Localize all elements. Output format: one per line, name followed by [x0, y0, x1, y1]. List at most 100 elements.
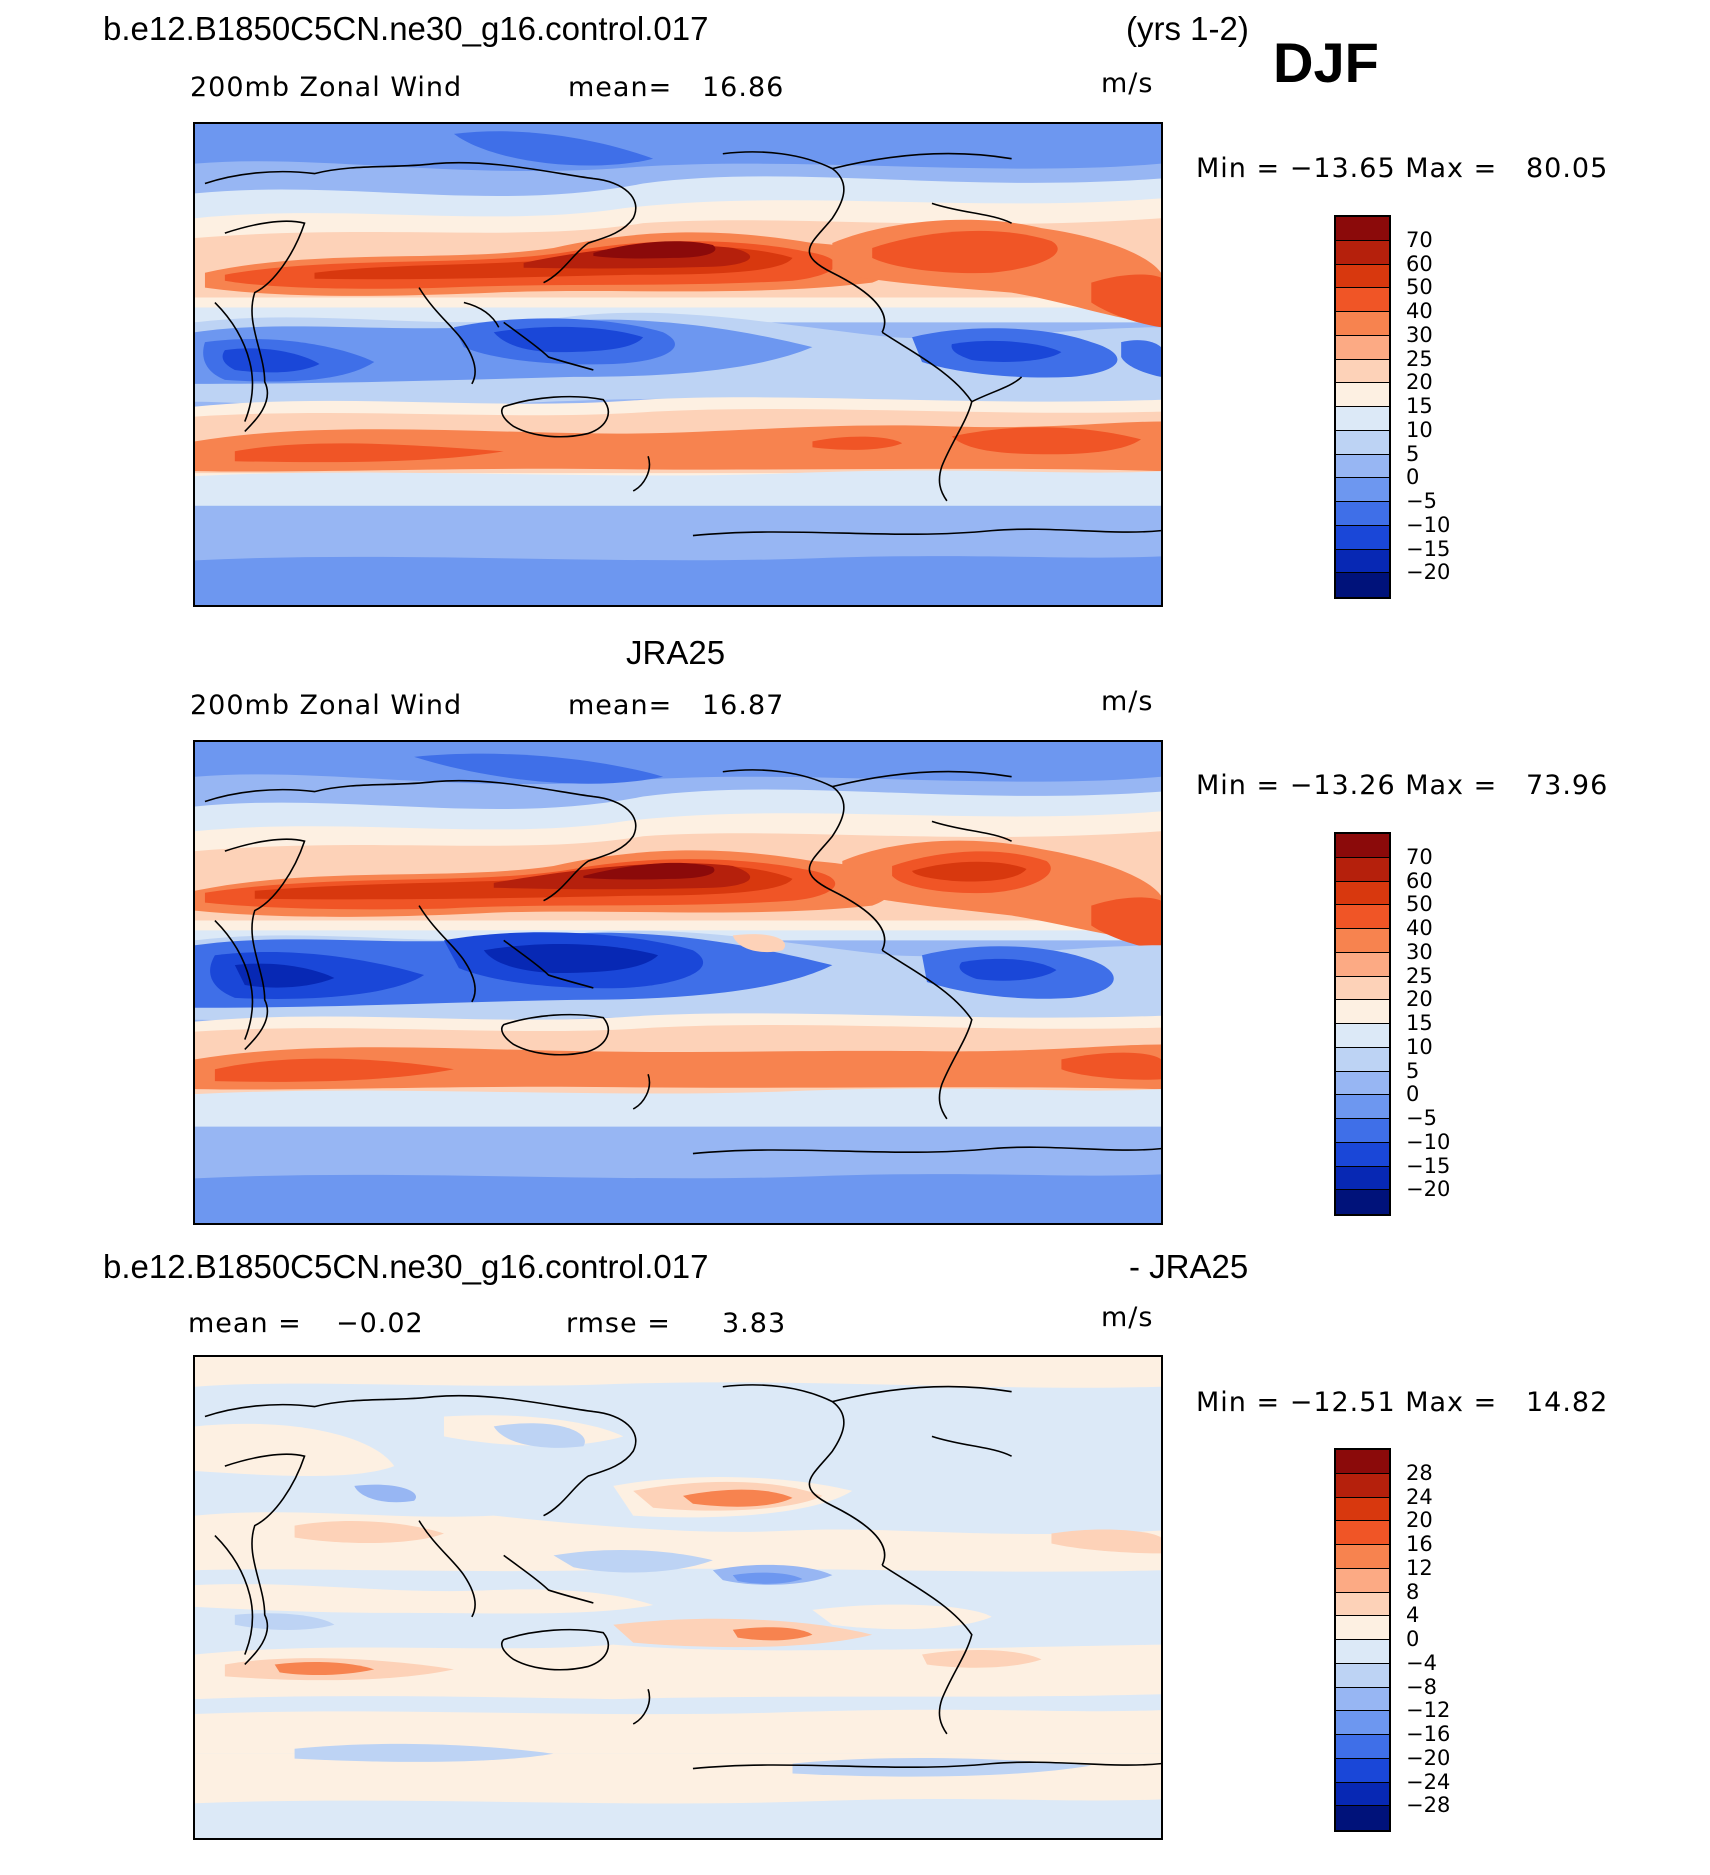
colorbar-segment [1336, 1071, 1389, 1096]
colorbar-tick-label: 25 [1406, 346, 1433, 371]
colorbar-segment [1336, 1640, 1389, 1664]
colorbar-tick-label: 30 [1406, 322, 1433, 347]
colorbar-segment [1336, 881, 1389, 906]
panel2-units: m/s [1101, 686, 1154, 717]
panel3-mean-value: −0.02 [336, 1308, 424, 1339]
colorbar-segment [1336, 1119, 1389, 1143]
colorbar-tick-label: 12 [1406, 1555, 1433, 1580]
colorbar-segment [1336, 1735, 1389, 1759]
colorbar-segment [1336, 1687, 1389, 1712]
colorbar-tick-label: 20 [1406, 1508, 1433, 1533]
panel2-title: JRA25 [626, 634, 726, 671]
panel1-colorbar [1334, 215, 1391, 599]
panel1-mean-value: 16.86 [702, 72, 785, 103]
colorbar-segment [1336, 1663, 1389, 1688]
colorbar-tick-label: 15 [1406, 394, 1433, 418]
panel3-title-right: - JRA25 [1129, 1248, 1249, 1285]
colorbar-segment [1336, 905, 1389, 929]
colorbar-segment [1336, 1190, 1389, 1214]
colorbar-segment [1336, 1047, 1389, 1072]
colorbar-segment [1336, 454, 1389, 479]
colorbar-tick-label: −12 [1406, 1698, 1451, 1723]
panel2-minmax: Min = −13.26 Max = 73.96 [1196, 770, 1609, 801]
colorbar-tick-label: −10 [1406, 512, 1451, 537]
colorbar-tick-label: 20 [1406, 370, 1433, 395]
colorbar-segment [1336, 976, 1389, 1001]
colorbar-segment [1336, 335, 1389, 360]
panel3-map [193, 1355, 1163, 1840]
colorbar-segment [1336, 929, 1389, 953]
case-title: b.e12.B1850C5CN.ne30_g16.control.017 [103, 10, 709, 47]
colorbar-tick-label: 20 [1406, 987, 1433, 1012]
colorbar-tick-label: 70 [1406, 844, 1433, 869]
panel3-title-left: b.e12.B1850C5CN.ne30_g16.control.017 [103, 1248, 709, 1285]
colorbar-tick-label: −20 [1406, 1177, 1451, 1202]
colorbar-segment [1336, 407, 1389, 431]
colorbar-tick-label: −10 [1406, 1129, 1451, 1154]
colorbar-tick-label: 40 [1406, 299, 1433, 323]
colorbar-tick-label: −5 [1406, 489, 1437, 513]
colorbar-segment [1336, 1545, 1389, 1569]
colorbar-tick-label: −24 [1406, 1769, 1451, 1794]
colorbar-tick-label: 5 [1406, 441, 1420, 466]
colorbar-tick-label: −5 [1406, 1106, 1437, 1130]
colorbar-segment [1336, 549, 1389, 574]
colorbar-segment [1336, 1568, 1389, 1593]
colorbar-segment [1336, 573, 1389, 597]
colorbar-segment [1336, 1711, 1389, 1735]
colorbar-segment [1336, 430, 1389, 455]
panel1-mean-label: mean= [568, 72, 673, 103]
panel3-minmax: Min = −12.51 Max = 14.82 [1196, 1387, 1609, 1418]
colorbar-tick-label: 50 [1406, 275, 1433, 300]
colorbar-segment [1336, 288, 1389, 312]
colorbar-tick-label: 25 [1406, 963, 1433, 988]
panel1-variable: 200mb Zonal Wind [190, 72, 463, 103]
panel2-colorbar [1334, 832, 1391, 1216]
colorbar-segment [1336, 478, 1389, 502]
colorbar-segment [1336, 1758, 1389, 1783]
colorbar-segment [1336, 502, 1389, 526]
panel1-minmax: Min = −13.65 Max = 80.05 [1196, 153, 1609, 184]
colorbar-tick-label: −16 [1406, 1722, 1451, 1746]
colorbar-segment [1336, 240, 1389, 265]
colorbar-segment [1336, 1000, 1389, 1024]
panel3-rmse-label: rmse = [566, 1308, 671, 1339]
colorbar-tick-label: −28 [1406, 1793, 1451, 1818]
colorbar-tick-label: 60 [1406, 868, 1433, 893]
colorbar-segment [1336, 1024, 1389, 1048]
colorbar-segment [1336, 383, 1389, 407]
panel2-variable: 200mb Zonal Wind [190, 690, 463, 721]
colorbar-segment [1336, 1450, 1389, 1474]
colorbar-tick-label: 10 [1406, 1034, 1433, 1059]
colorbar-segment [1336, 1592, 1389, 1617]
colorbar-segment [1336, 359, 1389, 384]
colorbar-segment [1336, 217, 1389, 241]
colorbar-tick-label: −4 [1406, 1650, 1437, 1675]
season-label: DJF [1273, 31, 1379, 94]
panel2-mean-value: 16.87 [702, 690, 785, 721]
colorbar-segment [1336, 1166, 1389, 1191]
colorbar-tick-label: −20 [1406, 560, 1451, 585]
colorbar-segment [1336, 834, 1389, 858]
colorbar-segment [1336, 1521, 1389, 1545]
colorbar-segment [1336, 952, 1389, 977]
colorbar-segment [1336, 1095, 1389, 1119]
colorbar-tick-label: 70 [1406, 227, 1433, 252]
colorbar-tick-label: 40 [1406, 916, 1433, 940]
panel3-mean-label: mean = [188, 1308, 302, 1339]
colorbar-tick-label: 30 [1406, 939, 1433, 964]
colorbar-segment [1336, 264, 1389, 289]
colorbar-segment [1336, 857, 1389, 882]
colorbar-tick-label: 60 [1406, 251, 1433, 276]
colorbar-tick-label: 0 [1406, 465, 1420, 490]
panel3-colorbar [1334, 1448, 1391, 1832]
colorbar-tick-label: 50 [1406, 892, 1433, 917]
colorbar-tick-label: 15 [1406, 1011, 1433, 1035]
panel2-map [193, 740, 1163, 1225]
colorbar-tick-label: 24 [1406, 1484, 1433, 1509]
colorbar-tick-label: −15 [1406, 536, 1451, 561]
colorbar-segment [1336, 1616, 1389, 1640]
panel1-units: m/s [1101, 68, 1154, 99]
colorbar-segment [1336, 312, 1389, 336]
colorbar-tick-label: 28 [1406, 1460, 1433, 1485]
